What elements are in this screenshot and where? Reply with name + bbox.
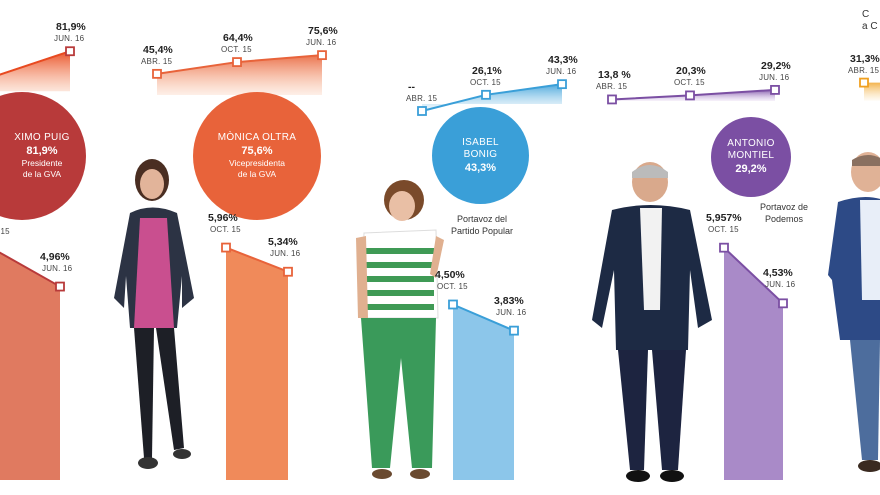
share-date-montiel-1: JUN. 16 [765,280,796,290]
approval-date-oltra-2: JUN. 16 [306,38,337,48]
share-area-oltra [226,247,288,480]
approval-label-oltra-0: 45,4% [143,43,173,56]
approval-point-puig-0 [65,46,75,57]
share-date-bonig-1: JUN. 16 [496,307,527,317]
approval-label-bonig-1: 26,1% [472,64,502,77]
share-point-oltra-0 [221,242,231,253]
approval-label-bonig-0: -- [408,81,415,93]
share-area-puig [0,252,60,480]
approval-point-montiel-2 [770,84,780,95]
approval-date-montiel-2: JUN. 16 [759,72,790,82]
approval-point-oltra-0 [152,68,162,79]
share-label-montiel-0: 5,957% [706,211,742,224]
share-label-puig-1: 4,96% [40,250,70,263]
share-point-bonig-1 [509,325,519,336]
share-label-oltra-0: 5,96% [208,211,238,224]
circle-montiel: ANTONIO MONTIEL 29,2% [711,117,791,197]
share-line-puig [0,251,61,288]
share-date-montiel-0: OCT. 15 [708,224,739,234]
approval-label-montiel-1: 20,3% [676,65,706,78]
approval-point-montiel-0 [607,94,617,105]
person-oltra-image [114,159,194,469]
share-point-puig-1 [55,281,65,292]
share-point-bonig-0 [448,299,458,310]
approval-date-bonig-2: JUN. 16 [546,67,577,77]
approval-point-bonig-2 [557,79,567,90]
circle-puig-value: 81,9% [26,145,58,157]
circle-bonig-value: 43,3% [464,161,497,174]
share-point-oltra-1 [283,266,293,277]
approval-area-bonig [422,84,562,111]
share-date-oltra-0: OCT. 15 [210,224,241,234]
share-label-bonig-0: 4,50% [435,268,465,281]
share-label-bonig-1: 3,83% [494,294,524,307]
person-montiel-image [592,162,712,482]
share-line-oltra [225,246,289,273]
approval-date-montiel-0: ABR. 15 [596,82,628,92]
share-label-oltra-1: 5,34% [268,235,298,248]
person-bonig-image [356,180,444,479]
circle-oltra-value: 75,6% [241,145,273,157]
approval-point-oltra-1 [232,57,242,67]
share-date-oltra-1: JUN. 16 [270,248,301,258]
approval-point-fifth-0 [859,77,869,88]
approval-date-puig-0: JUN. 16 [54,34,85,44]
approval-area-oltra [157,55,322,95]
share-line-montiel [723,246,784,305]
approval-point-bonig-0 [417,106,427,116]
approval-label-oltra-2: 75,6% [308,25,338,38]
role-montiel: Portavoz de Podemos [759,202,809,224]
share-area-bonig [453,304,514,480]
circle-bonig-name: ISABEL BONIG [462,136,499,160]
share-date-bonig-0: OCT. 15 [437,281,468,291]
share-line-bonig [452,303,515,332]
partial-text-fifth: C a C [862,9,878,32]
approval-area-puig [0,51,70,92]
approval-date-montiel-1: OCT. 15 [674,78,705,88]
share-point-montiel-0 [719,242,729,253]
circle-montiel-value: 29,2% [735,163,767,175]
circle-montiel-name: ANTONIO MONTIEL [727,138,775,161]
approval-label-oltra-1: 64,4% [223,32,253,45]
circle-oltra: MÒNICA OLTRA 75,6% Vicepresidenta de la … [193,92,321,220]
share-label-montiel-1: 4,53% [763,267,793,280]
approval-date-fifth-0: ABR. 15 [848,65,880,75]
share-date-puig-1: JUN. 16 [42,263,73,273]
circle-puig-role: Presidente de la GVA [21,158,63,179]
share-date-puig-0: OCT. 15 [0,226,10,236]
approval-label-montiel-2: 29,2% [761,59,791,72]
role-bonig: Portavoz del Partido Popular [450,214,514,236]
approval-label-puig-0: 81,9% [56,21,86,34]
approval-point-oltra-2 [317,50,327,61]
approval-date-oltra-1: OCT. 15 [221,45,252,55]
circle-puig-name: XIMO PUIG [14,132,70,143]
share-area-montiel [724,247,783,480]
approval-label-montiel-0: 13,8 % [598,69,631,82]
approval-date-bonig-1: OCT. 15 [470,77,501,87]
approval-date-oltra-0: ABR. 15 [141,56,173,66]
person-fifth-image [828,152,880,472]
approval-point-bonig-1 [481,89,491,100]
circle-bonig: ISABEL BONIG 43,3% [432,107,529,204]
approval-label-bonig-2: 43,3% [548,54,578,67]
circle-oltra-role: Vicepresidenta de la GVA [228,158,286,179]
approval-date-bonig-0: ABR. 15 [406,94,438,103]
approval-label-fifth-0: 31,3% [850,52,880,65]
circle-oltra-name: MÒNICA OLTRA [217,132,297,143]
share-point-montiel-1 [778,298,788,309]
approval-line-puig [0,50,71,76]
approval-point-montiel-1 [685,90,695,101]
